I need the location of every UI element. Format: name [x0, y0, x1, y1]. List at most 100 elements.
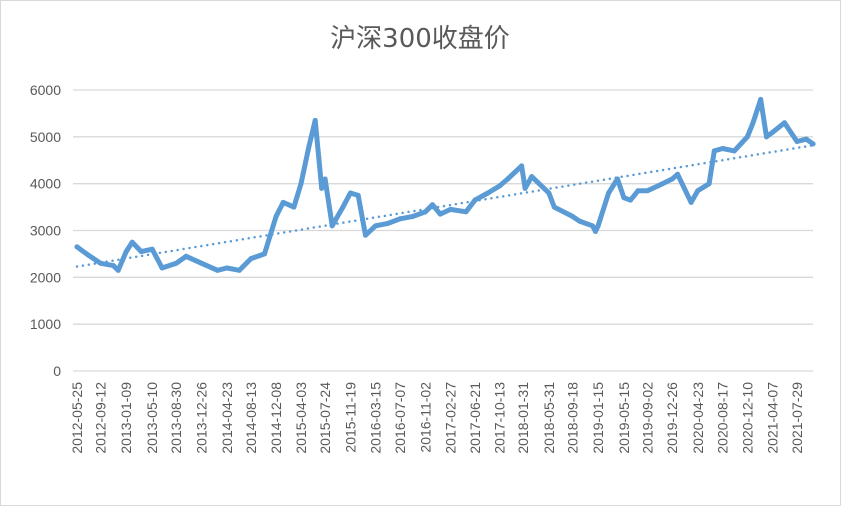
x-tick-label: 2016-11-02 — [417, 382, 433, 453]
data-point — [529, 174, 535, 180]
data-point — [655, 183, 661, 189]
data-point — [763, 134, 769, 140]
x-tick-label: 2019-01-15 — [590, 382, 606, 454]
x-tick-label: 2017-10-13 — [492, 382, 508, 454]
y-tick-label: 1000 — [30, 316, 61, 332]
data-point — [770, 129, 776, 135]
y-tick-label: 6000 — [30, 82, 61, 98]
x-tick-label: 2018-05-31 — [541, 382, 557, 454]
data-point — [123, 249, 129, 255]
data-point — [720, 146, 726, 152]
data-point — [590, 223, 596, 229]
data-point — [340, 204, 346, 210]
data-point — [744, 134, 750, 140]
x-tick-label: 2013-01-09 — [118, 382, 134, 454]
data-point — [248, 256, 254, 262]
data-point — [522, 185, 528, 191]
x-tick-label: 2012-09-12 — [93, 382, 109, 454]
data-point — [505, 176, 511, 182]
data-point — [280, 199, 286, 205]
data-point — [645, 188, 651, 194]
data-point — [485, 190, 491, 196]
data-point — [706, 181, 712, 187]
x-tick-label: 2014-04-23 — [219, 382, 235, 454]
x-tick-label: 2013-05-10 — [144, 382, 160, 454]
x-tick-label: 2015-11-19 — [342, 382, 358, 453]
x-tick-label: 2020-04-23 — [690, 382, 706, 454]
data-point — [422, 209, 428, 215]
chart-title: 沪深300收盘价 — [330, 24, 510, 54]
data-point — [355, 192, 361, 198]
data-point — [173, 260, 179, 266]
data-point — [291, 204, 297, 210]
data-point — [731, 148, 737, 154]
data-point — [621, 195, 627, 201]
data-point — [85, 252, 91, 258]
data-point — [159, 265, 165, 271]
y-tick-label: 5000 — [30, 129, 61, 145]
data-point — [803, 136, 809, 142]
x-tick-label: 2015-04-03 — [293, 382, 309, 454]
data-point — [312, 117, 318, 123]
data-point — [397, 216, 403, 222]
x-tick-label: 2013-12-26 — [194, 382, 210, 454]
data-point — [463, 209, 469, 215]
data-point — [214, 267, 220, 273]
data-point — [437, 211, 443, 217]
data-point — [183, 253, 189, 259]
data-point — [570, 213, 576, 219]
data-point — [329, 223, 335, 229]
data-point — [273, 213, 279, 219]
y-tick-label: 3000 — [30, 223, 61, 239]
data-point — [262, 251, 268, 257]
data-point — [138, 249, 144, 255]
x-tick-label: 2020-12-10 — [739, 382, 755, 454]
y-tick-label: 0 — [53, 363, 61, 379]
x-tick-label: 2014-12-08 — [268, 382, 284, 454]
x-tick-label: 2021-04-07 — [765, 382, 781, 454]
data-point — [551, 204, 557, 210]
data-point — [628, 197, 634, 203]
data-point — [750, 120, 756, 126]
data-point — [110, 263, 116, 269]
data-point — [410, 213, 416, 219]
data-point — [593, 228, 599, 234]
data-point — [224, 265, 230, 271]
data-point — [74, 244, 80, 250]
series-line — [74, 96, 816, 273]
data-point — [129, 239, 135, 245]
x-tick-label: 2015-07-24 — [317, 382, 333, 454]
x-tick-label: 2017-02-27 — [443, 382, 459, 454]
x-tick-label: 2021-07-29 — [789, 382, 805, 454]
data-point — [635, 188, 641, 194]
data-point — [322, 176, 328, 182]
data-point — [688, 199, 694, 205]
y-tick-label: 2000 — [30, 269, 61, 285]
data-point — [675, 171, 681, 177]
data-point — [782, 120, 788, 126]
data-point — [98, 260, 104, 266]
data-point — [810, 141, 816, 147]
x-tick-label: 2013-08-30 — [168, 382, 184, 454]
x-tick-label: 2016-07-07 — [392, 382, 408, 454]
data-point — [319, 185, 325, 191]
data-point — [546, 190, 552, 196]
x-tick-label: 2019-09-02 — [640, 382, 656, 454]
data-point — [669, 176, 675, 182]
trendline — [75, 144, 815, 268]
x-tick-label: 2016-03-15 — [368, 382, 384, 454]
data-point — [385, 220, 391, 226]
data-point — [711, 148, 717, 154]
data-point — [595, 223, 601, 229]
data-point — [306, 143, 312, 149]
data-point — [362, 232, 368, 238]
data-point — [614, 176, 620, 182]
data-point — [115, 267, 121, 273]
data-point — [199, 260, 205, 266]
data-point — [347, 190, 353, 196]
data-point — [429, 202, 435, 208]
data-point — [149, 246, 155, 252]
x-tick-label: 2014-08-13 — [243, 382, 259, 454]
x-tick-label: 2017-06-21 — [467, 382, 483, 454]
